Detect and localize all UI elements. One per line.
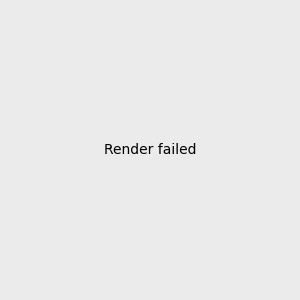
Text: Render failed: Render failed [104, 143, 196, 157]
